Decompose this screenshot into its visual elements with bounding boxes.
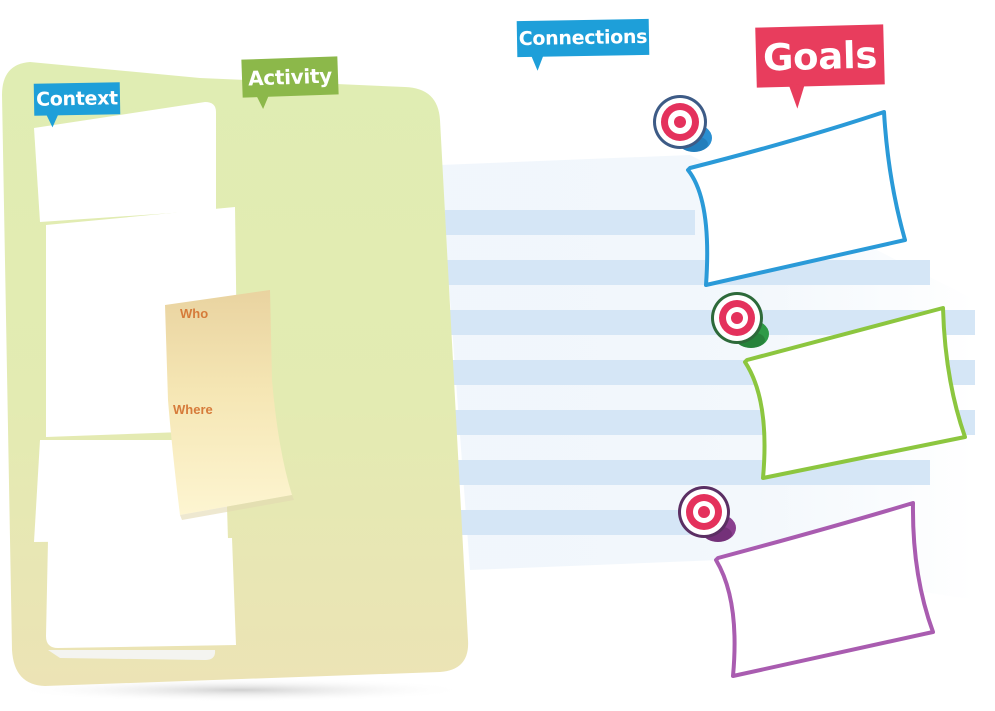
goals-label: Goals bbox=[762, 33, 878, 79]
goal-frame-1 bbox=[686, 110, 907, 287]
activity-tag: Activity bbox=[241, 56, 339, 110]
board-shadow bbox=[10, 678, 470, 702]
sticky-note bbox=[165, 290, 292, 515]
context-card-4 bbox=[46, 538, 236, 648]
activity-label: Activity bbox=[247, 63, 333, 91]
context-card-1 bbox=[34, 102, 216, 222]
target-pin-icon bbox=[711, 292, 769, 348]
sticky-who-label: Who bbox=[180, 306, 209, 321]
target-pin-icon bbox=[678, 486, 736, 542]
connections-tag: Connections bbox=[516, 18, 650, 71]
goal-frame-3 bbox=[714, 501, 935, 678]
goals-tag: Goals bbox=[755, 24, 885, 109]
goal-frame-2 bbox=[743, 306, 967, 480]
context-label: Context bbox=[35, 87, 119, 111]
connections-label: Connections bbox=[518, 25, 648, 51]
target-pin-icon bbox=[653, 95, 712, 152]
context-tag: Context bbox=[33, 82, 121, 128]
sticky-where-label: Where bbox=[173, 402, 213, 417]
